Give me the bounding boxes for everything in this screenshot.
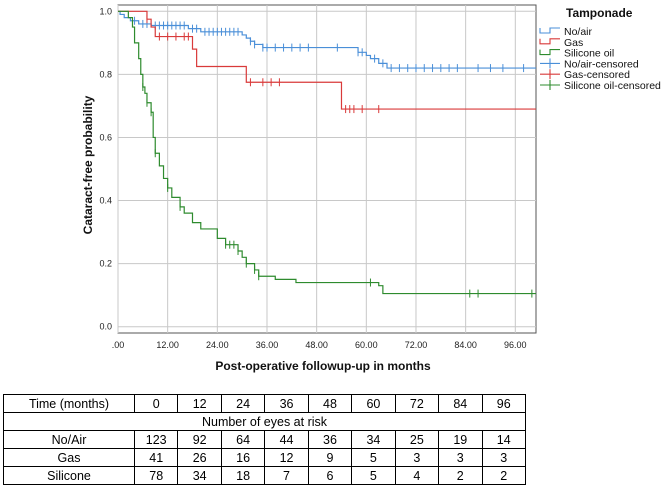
risk-table-subheader-row: Number of eyes at risk — [3, 412, 526, 431]
legend-entry-label: Silicone oil — [564, 48, 614, 60]
row-label: Gas — [3, 448, 135, 467]
x-tick-label: 12.00 — [156, 340, 179, 350]
y-tick-label: 0.8 — [99, 69, 112, 79]
risk-cell: 34 — [351, 430, 396, 449]
time-cell: 12 — [177, 394, 222, 413]
x-axis-title: Post-operative followup-up in months — [215, 359, 431, 373]
risk-table-row-noair: No/Air 123 92 64 44 36 34 25 19 14 — [3, 430, 526, 449]
grid — [117, 5, 536, 333]
legend-line-icon — [539, 49, 560, 56]
row-label: No/Air — [3, 430, 135, 449]
risk-cell: 123 — [133, 430, 179, 449]
x-tick-label: 96.00 — [504, 340, 527, 350]
series-line-no-air — [118, 10, 536, 69]
risk-cell: 36 — [307, 430, 353, 449]
y-axis-title: Cataract-free probability — [81, 95, 95, 234]
x-tick-label: 48.00 — [305, 340, 328, 350]
time-cell: 84 — [438, 394, 483, 413]
time-cell: 0 — [133, 394, 179, 413]
km-chart: .00 12.00 24.00 36.00 48.00 60.00 72.00 84.00 96… — [81, 4, 661, 373]
legend-entry-label: Silicone oil-censored — [564, 80, 661, 92]
x-tick-label: 36.00 — [256, 340, 279, 350]
x-tick-label: .00 — [112, 340, 125, 350]
legend-title: Tamponade — [566, 6, 633, 20]
plot-area — [117, 4, 537, 334]
time-cell: 72 — [394, 394, 440, 413]
tick-labels: .00 12.00 24.00 36.00 48.00 60.00 72.00 84.00 96… — [99, 6, 526, 350]
y-tick-label: 1.0 — [99, 6, 112, 16]
time-cell: 36 — [264, 394, 309, 413]
risk-cell: 19 — [438, 430, 483, 449]
eyes-at-risk-subheader: Number of eyes at risk — [3, 412, 526, 431]
risk-cell: 16 — [220, 448, 266, 467]
time-header: Time (months) — [3, 394, 135, 413]
time-cell: 96 — [481, 394, 526, 413]
time-cell: 60 — [351, 394, 396, 413]
risk-cell: 3 — [438, 448, 483, 467]
time-cell: 24 — [220, 394, 266, 413]
y-tick-label: 0.2 — [99, 259, 112, 269]
risk-cell: 5 — [351, 448, 396, 467]
series-line-silicone-oil — [118, 10, 536, 295]
legend-entry-label: Gas — [564, 37, 583, 49]
time-cell: 48 — [307, 394, 353, 413]
y-tick-label: 0.6 — [99, 132, 112, 142]
risk-cell: 44 — [264, 430, 309, 449]
legend-line-icon — [539, 38, 560, 45]
x-tick-label: 72.00 — [405, 340, 428, 350]
series-layer — [118, 10, 536, 298]
risk-cell: 64 — [220, 430, 266, 449]
risk-cell: 25 — [394, 430, 440, 449]
risk-table-row-gas: Gas 41 26 16 12 9 5 3 3 3 — [3, 448, 526, 467]
risk-cell: 92 — [177, 430, 222, 449]
risk-cell: 9 — [307, 448, 353, 467]
legend-entry-label: No/air-censored — [564, 58, 639, 70]
risk-cell: 3 — [481, 448, 526, 467]
risk-cell: 3 — [394, 448, 440, 467]
series-line-gas — [118, 10, 536, 110]
y-tick-label: 0.0 — [99, 322, 112, 332]
legend-line-icon — [539, 27, 560, 34]
risk-cell: 26 — [177, 448, 222, 467]
legend-entry-label: Gas-censored — [564, 69, 630, 81]
legend-entry-label: No/air — [564, 26, 593, 38]
x-tick-label: 60.00 — [355, 340, 378, 350]
x-tick-label: 24.00 — [206, 340, 229, 350]
y-tick-label: 0.4 — [99, 196, 112, 206]
risk-cell: 41 — [133, 448, 179, 467]
risk-table-header-row: Time (months) 0 12 24 36 48 60 72 84 96 — [3, 394, 526, 413]
risk-cell: 14 — [481, 430, 526, 449]
x-tick-label: 84.00 — [454, 340, 477, 350]
risk-table: Time (months) 0 12 24 36 48 60 72 84 96 … — [3, 394, 526, 485]
risk-cell: 12 — [264, 448, 309, 467]
